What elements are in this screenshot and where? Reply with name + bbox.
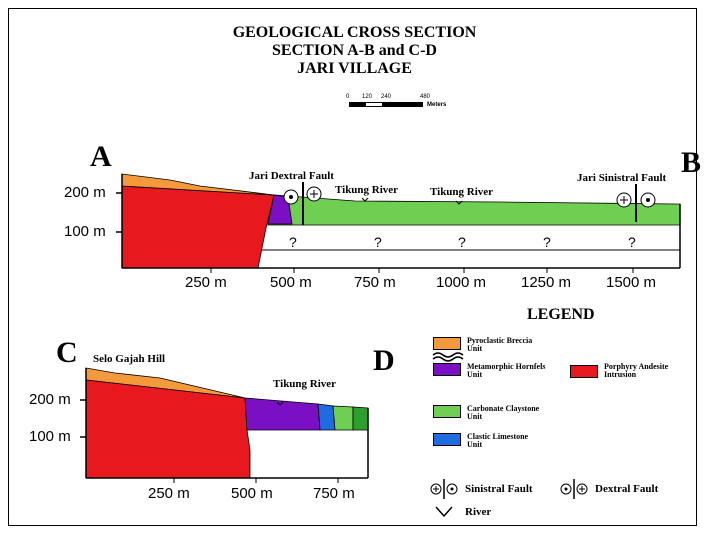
title-line-1: GEOLOGICAL CROSS SECTION: [232, 24, 477, 41]
legend-label-pyroclastic: Pyroclastic Breccia Unit: [467, 336, 533, 353]
cd-y-label-200: 200 m: [29, 391, 71, 408]
cd-x-label-250: 250 m: [148, 485, 190, 502]
legend-swatch-clastic-limestone: [433, 433, 461, 446]
ab-x-label-750: 750 m: [354, 274, 396, 291]
scale-tick-240: 240: [381, 94, 392, 100]
cd-river-mark: [276, 401, 284, 406]
ab-unknown-2: ?: [374, 234, 382, 250]
legend-title: LEGEND: [527, 306, 595, 323]
cd-y-label-100: 100 m: [29, 428, 71, 445]
title-line-2: SECTION A-B and C-D: [272, 42, 437, 59]
scale-unit: Meters: [427, 102, 447, 108]
ab-carbonate-claystone-unit: [267, 194, 681, 226]
figure-frame: [8, 8, 697, 526]
legend-river-label: River: [465, 506, 492, 518]
legend-swatch-hornfels: [433, 363, 461, 376]
legend-dextral-fault-icon: [560, 479, 588, 499]
ab-x-label-1250: 1250 m: [521, 274, 572, 291]
ab-x-label-1500: 1500 m: [606, 274, 657, 291]
legend-sinistral-fault-label: Sinistral Fault: [465, 483, 533, 495]
cd-x-label-500: 500 m: [231, 485, 273, 502]
section-label-c: C: [56, 336, 78, 369]
title-line-3: JARI VILLAGE: [297, 60, 412, 77]
legend-swatch-pyroclastic: [433, 337, 461, 350]
scale-tick-120: 120: [362, 94, 373, 100]
cd-x-label-750: 750 m: [313, 485, 355, 502]
ab-x-label-250: 250 m: [185, 274, 227, 291]
ab-unknown-4: ?: [543, 234, 551, 250]
scale-seg-2: [365, 102, 383, 107]
ab-river-mark-1: [361, 197, 369, 202]
ab-river-label-1: Tikung River: [335, 184, 399, 196]
legend-dextral-fault-label: Dextral Fault: [595, 483, 659, 495]
cd-hill-label: Selo Gajah Hill: [93, 353, 166, 365]
ab-dextral-fault-label: Jari Dextral Fault: [249, 170, 334, 182]
ab-y-label-200: 200 m: [64, 184, 106, 201]
legend-sinistral-fault-icon: [430, 479, 458, 499]
scale-seg-3: [383, 102, 423, 107]
section-label-b: B: [681, 146, 702, 179]
legend-label-andesite: Porphyry Andesite Intrusion: [604, 362, 669, 379]
ab-x-label-500: 500 m: [270, 274, 312, 291]
ab-sinistral-fault-label: Jari Sinistral Fault: [577, 172, 667, 184]
ab-river-label-2: Tikung River: [430, 186, 494, 198]
scale-tick-480: 480: [420, 94, 431, 100]
section-label-a: A: [90, 140, 112, 173]
ab-unknown-3: ?: [458, 234, 466, 250]
legend-swatch-carbonate-claystone: [433, 405, 461, 418]
legend-label-clastic-limestone: Clastic Limestone Unit: [467, 432, 529, 449]
cd-river-label: Tikung River: [273, 378, 337, 390]
ab-river-mark-2: [455, 200, 463, 205]
ab-y-label-100: 100 m: [64, 223, 106, 240]
ab-unknown-5: ?: [628, 234, 636, 250]
ab-unknown-1: ?: [289, 234, 297, 250]
ab-x-label-1000: 1000 m: [436, 274, 487, 291]
legend-label-hornfels: Metamorphic Hornfels Unit: [467, 362, 546, 379]
scale-tick-0: 0: [346, 94, 350, 100]
scale-seg-1: [349, 102, 365, 107]
legend-label-carbonate-claystone: Carbonate Claystone Unit: [467, 404, 540, 421]
legend-swatch-andesite: [570, 365, 598, 378]
section-label-d: D: [373, 344, 395, 377]
legend-river-icon: [435, 506, 453, 518]
ab-dextral-dot-center: [289, 195, 293, 199]
